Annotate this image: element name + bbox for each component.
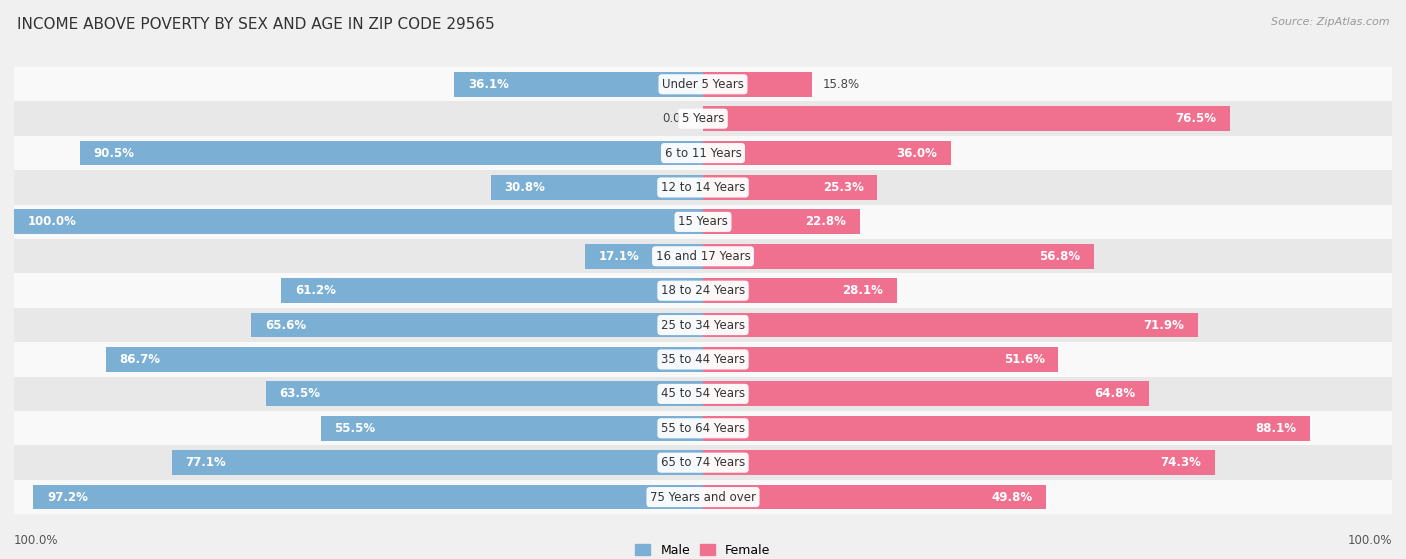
Text: Under 5 Years: Under 5 Years [662, 78, 744, 91]
Legend: Male, Female: Male, Female [630, 539, 776, 559]
Text: 97.2%: 97.2% [48, 491, 89, 504]
Text: INCOME ABOVE POVERTY BY SEX AND AGE IN ZIP CODE 29565: INCOME ABOVE POVERTY BY SEX AND AGE IN Z… [17, 17, 495, 32]
Text: 77.1%: 77.1% [186, 456, 226, 469]
Text: 17.1%: 17.1% [599, 250, 640, 263]
Bar [703, 141, 950, 165]
Text: 25 to 34 Years: 25 to 34 Years [661, 319, 745, 331]
Bar [585, 244, 703, 269]
Bar [14, 480, 1392, 514]
Text: 74.3%: 74.3% [1160, 456, 1201, 469]
Text: 65 to 74 Years: 65 to 74 Years [661, 456, 745, 469]
Bar [34, 485, 703, 509]
Text: 100.0%: 100.0% [1347, 534, 1392, 547]
Bar [703, 244, 1094, 269]
Bar [14, 210, 703, 234]
Bar [321, 416, 703, 440]
Text: 75 Years and over: 75 Years and over [650, 491, 756, 504]
Text: 55.5%: 55.5% [335, 422, 375, 435]
Bar [703, 451, 1215, 475]
Text: 61.2%: 61.2% [295, 284, 336, 297]
Bar [703, 347, 1059, 372]
Bar [14, 67, 1392, 102]
Bar [703, 312, 1198, 338]
Bar [14, 411, 1392, 446]
Text: 71.9%: 71.9% [1143, 319, 1185, 331]
Bar [14, 102, 1392, 136]
Bar [14, 136, 1392, 170]
Text: 64.8%: 64.8% [1094, 387, 1136, 400]
Bar [491, 175, 703, 200]
Text: Source: ZipAtlas.com: Source: ZipAtlas.com [1271, 17, 1389, 27]
Bar [14, 446, 1392, 480]
Bar [14, 170, 1392, 205]
Text: 100.0%: 100.0% [14, 534, 59, 547]
Bar [703, 485, 1046, 509]
Bar [266, 381, 703, 406]
Text: 63.5%: 63.5% [280, 387, 321, 400]
Bar [703, 175, 877, 200]
Bar [703, 416, 1310, 440]
Bar [14, 342, 1392, 377]
Bar [172, 451, 703, 475]
Text: 35 to 44 Years: 35 to 44 Years [661, 353, 745, 366]
Bar [454, 72, 703, 97]
Bar [14, 273, 1392, 308]
Text: 6 to 11 Years: 6 to 11 Years [665, 146, 741, 159]
Bar [14, 205, 1392, 239]
Text: 76.5%: 76.5% [1175, 112, 1216, 125]
Text: 86.7%: 86.7% [120, 353, 160, 366]
Text: 16 and 17 Years: 16 and 17 Years [655, 250, 751, 263]
Text: 25.3%: 25.3% [823, 181, 863, 194]
Text: 18 to 24 Years: 18 to 24 Years [661, 284, 745, 297]
Text: 49.8%: 49.8% [991, 491, 1032, 504]
Bar [281, 278, 703, 303]
Text: 22.8%: 22.8% [806, 215, 846, 229]
Text: 36.0%: 36.0% [897, 146, 938, 159]
Bar [14, 239, 1392, 273]
Text: 51.6%: 51.6% [1004, 353, 1045, 366]
Bar [14, 308, 1392, 342]
Bar [105, 347, 703, 372]
Text: 65.6%: 65.6% [264, 319, 307, 331]
Bar [703, 210, 860, 234]
Text: 36.1%: 36.1% [468, 78, 509, 91]
Bar [14, 377, 1392, 411]
Text: 28.1%: 28.1% [842, 284, 883, 297]
Text: 15 Years: 15 Years [678, 215, 728, 229]
Text: 88.1%: 88.1% [1256, 422, 1296, 435]
Bar [80, 141, 703, 165]
Text: 56.8%: 56.8% [1039, 250, 1081, 263]
Text: 90.5%: 90.5% [93, 146, 135, 159]
Text: 5 Years: 5 Years [682, 112, 724, 125]
Text: 15.8%: 15.8% [823, 78, 860, 91]
Bar [703, 278, 897, 303]
Text: 55 to 64 Years: 55 to 64 Years [661, 422, 745, 435]
Bar [252, 312, 703, 338]
Text: 12 to 14 Years: 12 to 14 Years [661, 181, 745, 194]
Text: 45 to 54 Years: 45 to 54 Years [661, 387, 745, 400]
Bar [703, 381, 1150, 406]
Bar [703, 106, 1230, 131]
Bar [703, 72, 811, 97]
Text: 30.8%: 30.8% [505, 181, 546, 194]
Text: 100.0%: 100.0% [28, 215, 77, 229]
Text: 0.0%: 0.0% [662, 112, 692, 125]
